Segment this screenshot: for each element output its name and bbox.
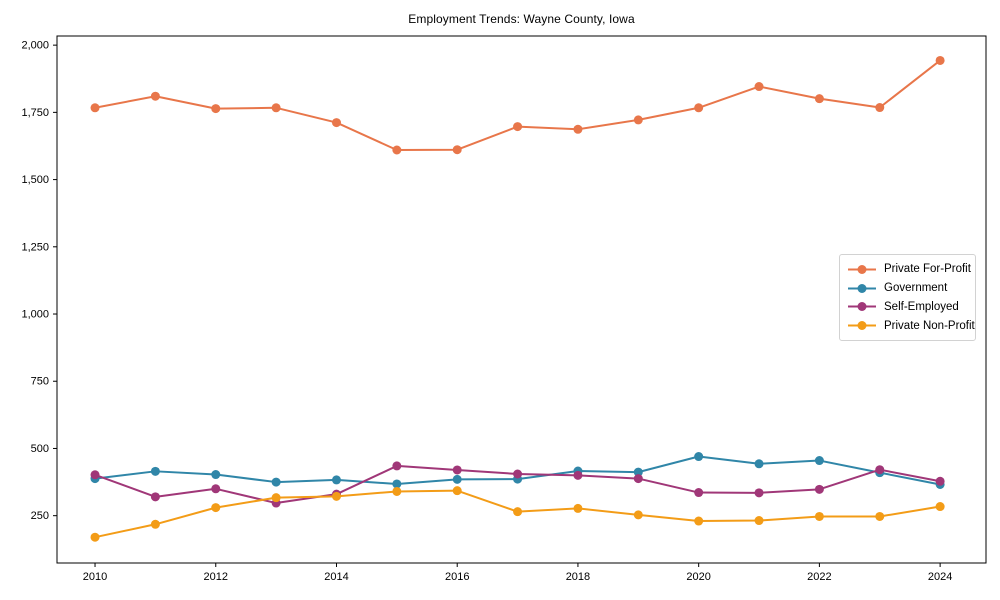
data-point — [513, 469, 523, 479]
data-point — [935, 55, 945, 65]
data-point — [814, 484, 824, 494]
data-point — [935, 476, 945, 486]
chart-legend: Private For-Profit Government Self-Emplo… — [839, 254, 976, 341]
series-line-private-for-profit — [94, 59, 941, 152]
legend-entry-private-non-profit: Private Non-Profit — [847, 320, 975, 332]
legend-label: Self-Employed — [884, 300, 959, 313]
data-point — [452, 474, 462, 484]
data-point — [211, 503, 221, 513]
data-point — [633, 115, 643, 125]
legend-entry-private-for-profit: Private For-Profit — [847, 263, 971, 275]
data-point — [754, 516, 764, 526]
data-point — [211, 470, 221, 480]
data-point — [452, 465, 462, 475]
data-point — [150, 519, 160, 529]
y-tick-label: 750 — [31, 376, 49, 388]
data-point — [90, 103, 100, 113]
x-tick-label: 2014 — [324, 571, 348, 583]
x-tick-label: 2024 — [928, 571, 952, 583]
y-tick-label: 2,000 — [21, 40, 49, 52]
data-point — [694, 488, 704, 498]
x-tick-label: 2010 — [83, 571, 107, 583]
data-point — [331, 475, 341, 485]
data-point — [633, 510, 643, 520]
legend-entry-government: Government — [847, 282, 967, 294]
data-point — [331, 118, 341, 128]
y-tick-label: 500 — [31, 443, 49, 455]
data-point — [90, 470, 100, 480]
data-point — [392, 486, 402, 496]
data-point — [633, 474, 643, 484]
data-point — [392, 461, 402, 471]
data-point — [814, 94, 824, 104]
x-tick-label: 2022 — [807, 571, 831, 583]
data-point — [331, 491, 341, 501]
x-tick-label: 2012 — [204, 571, 228, 583]
legend-label: Private Non-Profit — [884, 319, 975, 332]
legend-marker-private-non-profit — [848, 321, 876, 331]
data-point — [694, 516, 704, 526]
data-point — [754, 459, 764, 469]
data-point — [573, 503, 583, 513]
data-point — [211, 104, 221, 114]
data-point — [875, 103, 885, 113]
x-tick-label: 2018 — [566, 571, 590, 583]
data-point — [150, 91, 160, 101]
legend-marker-private-for-profit — [848, 264, 876, 274]
data-point — [452, 145, 462, 155]
data-point — [814, 511, 824, 521]
data-point — [814, 456, 824, 466]
data-point — [392, 479, 402, 489]
y-tick-label: 1,500 — [21, 174, 49, 186]
data-point — [694, 452, 704, 462]
legend-marker-government — [848, 283, 876, 293]
legend-marker-self-employed — [848, 302, 876, 312]
data-point — [150, 466, 160, 476]
data-point — [392, 145, 402, 155]
data-point — [694, 103, 704, 113]
x-tick-label: 2020 — [686, 571, 710, 583]
legend-entry-self-employed: Self-Employed — [847, 301, 967, 313]
data-point — [875, 465, 885, 475]
data-point — [573, 124, 583, 134]
data-point — [935, 502, 945, 512]
y-tick-label: 250 — [31, 510, 49, 522]
data-point — [271, 103, 281, 113]
data-point — [150, 492, 160, 502]
data-point — [211, 484, 221, 494]
legend-label: Government — [884, 282, 948, 295]
data-point — [271, 477, 281, 487]
data-point — [513, 507, 523, 517]
data-point — [452, 486, 462, 496]
x-tick-label: 2016 — [445, 571, 469, 583]
data-point — [90, 532, 100, 542]
data-point — [513, 122, 523, 132]
legend-label: Private For-Profit — [884, 263, 971, 276]
y-tick-label: 1,250 — [21, 241, 49, 253]
data-point — [754, 82, 764, 92]
data-point — [875, 511, 885, 521]
y-tick-label: 1,000 — [21, 309, 49, 321]
y-tick-label: 1,750 — [21, 107, 49, 119]
data-point — [633, 467, 643, 477]
chart-title: Employment Trends: Wayne County, Iowa — [408, 12, 635, 26]
data-point — [573, 470, 583, 480]
axes-spines — [56, 35, 987, 564]
data-point — [754, 488, 764, 498]
data-point — [271, 493, 281, 503]
